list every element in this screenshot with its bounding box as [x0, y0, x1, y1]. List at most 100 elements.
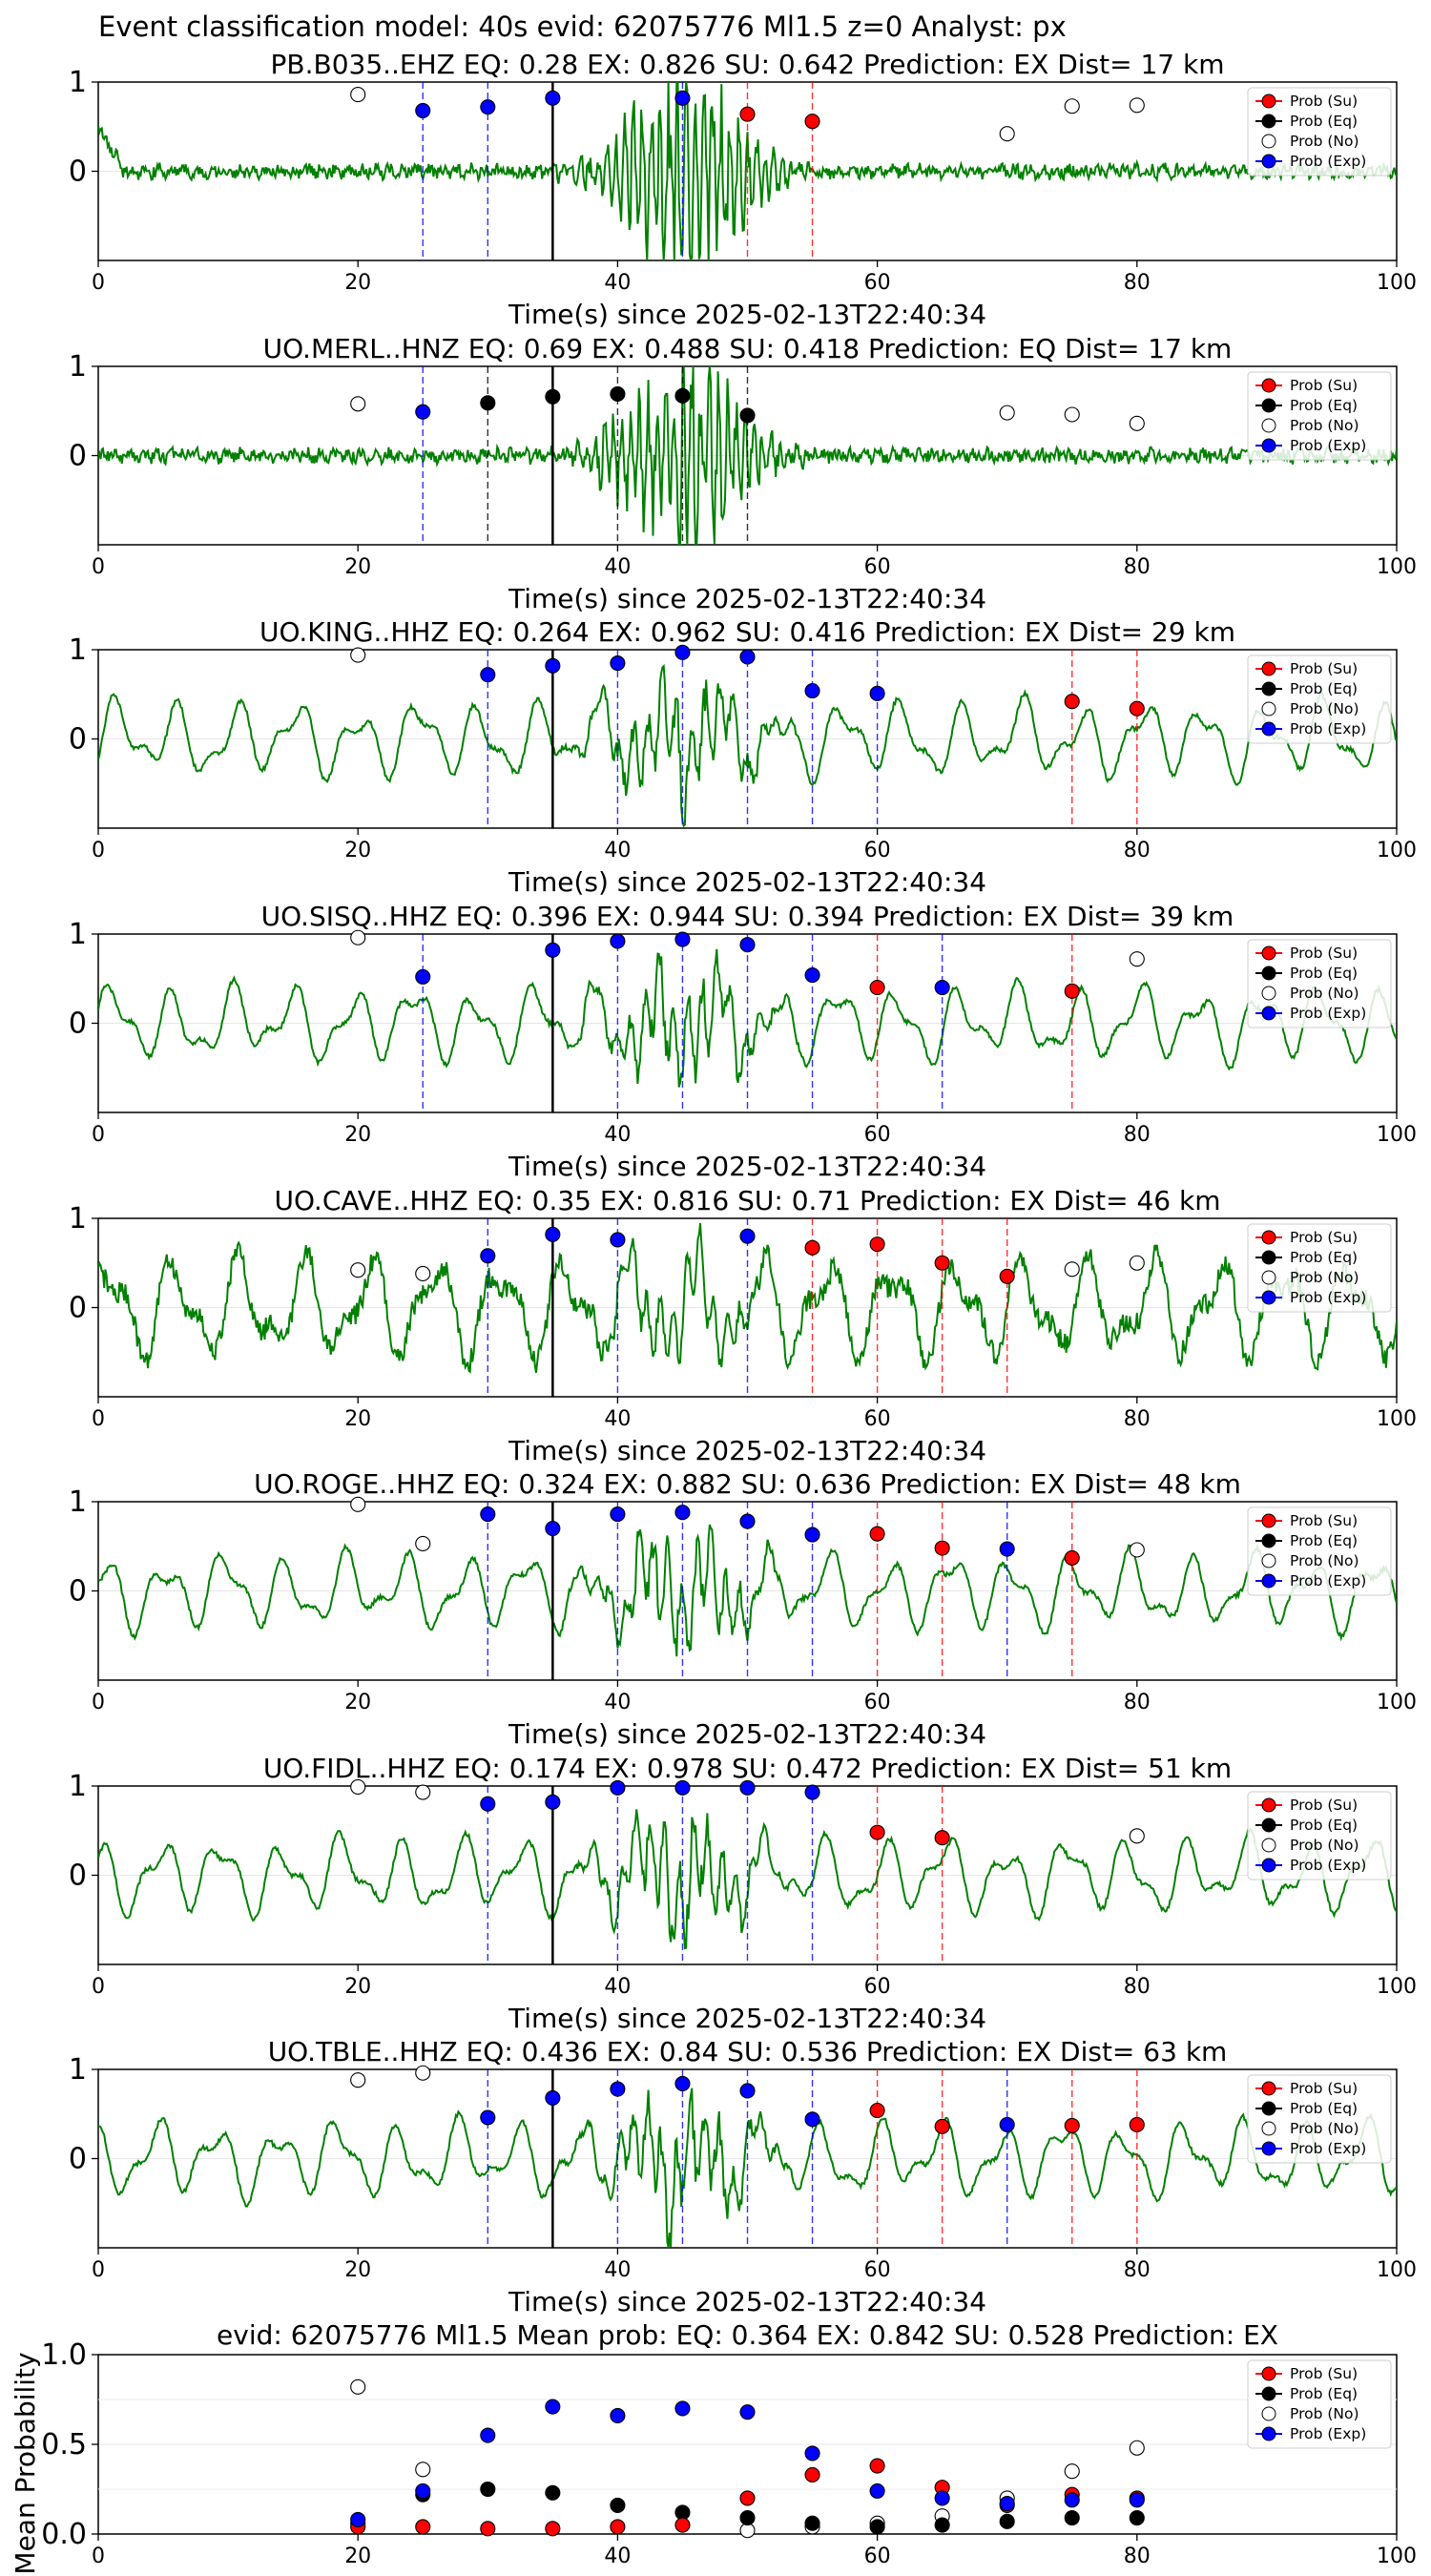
- legend-marker-no: [1261, 1838, 1276, 1853]
- prob-point-su: [1064, 2117, 1080, 2133]
- prob-point-no: [350, 1778, 366, 1795]
- panel-title: PB.B035..EHZ EQ: 0.28 EX: 0.826 SU: 0.64…: [270, 49, 1224, 80]
- legend-marker-no: [1261, 2406, 1276, 2421]
- prob-point-no: [350, 929, 366, 945]
- prob-point-su: [804, 1239, 820, 1256]
- mean-point-exp: [674, 2400, 691, 2417]
- legend-marker-eq: [1261, 966, 1276, 981]
- legend-label-eq: Prob (Eq): [1290, 1817, 1358, 1834]
- x-tick-label: 40: [604, 1975, 631, 1999]
- legend-label-su: Prob (Su): [1290, 2365, 1358, 2382]
- legend-label-exp: Prob (Exp): [1290, 1005, 1366, 1022]
- prob-point-exp: [480, 1796, 496, 1812]
- prob-point-exp: [804, 1527, 820, 1543]
- x-tick-label: 0: [92, 2545, 105, 2568]
- legend: Prob (Su) Prob (Eq) Prob (No) Prob (Exp): [1247, 1223, 1392, 1313]
- legend-marker-no: [1261, 1553, 1276, 1568]
- mean-point-exp: [350, 2511, 366, 2528]
- y-tick-label: 0: [69, 440, 87, 473]
- prob-point-su: [934, 1540, 950, 1556]
- x-tick-label: 100: [1377, 271, 1417, 295]
- mean-point-su: [739, 2490, 756, 2506]
- x-axis-label: Time(s) since 2025-02-13T22:40:34: [508, 1435, 986, 1466]
- prob-point-su: [934, 1830, 950, 1846]
- legend-marker-no: [1261, 701, 1276, 717]
- x-tick-label: 40: [604, 1123, 631, 1147]
- legend-marker-su: [1261, 1513, 1276, 1528]
- x-tick-label: 80: [1124, 555, 1151, 579]
- legend-marker-exp: [1261, 1858, 1276, 1873]
- mean-point-eq: [999, 2513, 1015, 2529]
- mean-point-eq: [545, 2484, 561, 2501]
- prob-point-su: [1064, 983, 1080, 999]
- legend-marker-exp: [1261, 1006, 1276, 1021]
- legend-marker-no: [1261, 2121, 1276, 2136]
- x-tick-label: 60: [864, 2545, 891, 2568]
- x-tick-label: 100: [1377, 1975, 1417, 1999]
- legend-label-eq: Prob (Eq): [1290, 397, 1358, 414]
- prob-point-su: [934, 2118, 950, 2134]
- legend: Prob (Su) Prob (Eq) Prob (No) Prob (Exp): [1247, 2359, 1392, 2449]
- x-tick-label: 40: [604, 271, 631, 295]
- x-tick-label: 40: [604, 1407, 631, 1431]
- legend-marker-no: [1261, 986, 1276, 1001]
- mean-point-eq: [739, 2510, 756, 2526]
- x-tick-label: 0: [92, 1407, 105, 1431]
- legend: Prob (Su) Prob (Eq) Prob (No) Prob (Exp): [1247, 2074, 1392, 2164]
- mean-point-eq: [869, 2519, 885, 2535]
- legend-label-exp: Prob (Exp): [1290, 2425, 1366, 2442]
- legend: Prob (Su) Prob (Eq) Prob (No) Prob (Exp): [1247, 654, 1392, 744]
- mean-point-exp: [804, 2445, 820, 2462]
- prob-point-su: [869, 1236, 885, 1253]
- prob-point-su: [804, 114, 820, 130]
- prob-point-exp: [999, 1541, 1015, 1557]
- figure-suptitle: Event classification model: 40s evid: 62…: [98, 10, 1067, 43]
- mean-point-no: [350, 2379, 366, 2395]
- legend-label-eq: Prob (Eq): [1290, 965, 1358, 982]
- legend-marker-eq: [1261, 2386, 1276, 2401]
- legend-marker-su: [1261, 2081, 1276, 2096]
- prob-point-exp: [545, 90, 561, 106]
- prob-point-exp: [545, 942, 561, 958]
- x-tick-label: 60: [864, 271, 891, 295]
- legend-marker-su: [1261, 1797, 1276, 1813]
- legend-marker-eq: [1261, 1533, 1276, 1548]
- legend-marker-eq: [1261, 398, 1276, 413]
- mean-point-su: [545, 2521, 561, 2537]
- legend-marker-su: [1261, 1230, 1276, 1245]
- legend-frame: [1247, 939, 1392, 1028]
- prob-point-exp: [869, 685, 885, 701]
- prob-point-exp: [674, 90, 691, 106]
- x-tick-label: 0: [92, 1975, 105, 1999]
- legend-label-eq: Prob (Eq): [1290, 680, 1358, 697]
- y-tick-label: 1: [69, 350, 87, 384]
- mean-point-eq: [934, 2517, 950, 2533]
- x-tick-label: 60: [864, 555, 891, 579]
- legend-marker-exp: [1261, 154, 1276, 169]
- prob-point-eq: [739, 407, 756, 424]
- legend: Prob (Su) Prob (Eq) Prob (No) Prob (Exp): [1247, 87, 1392, 177]
- legend-label-no: Prob (No): [1290, 1269, 1359, 1286]
- x-tick-label: 0: [92, 271, 105, 295]
- prob-point-no: [415, 1535, 431, 1551]
- prob-point-exp: [934, 980, 950, 996]
- legend-label-exp: Prob (Exp): [1290, 1289, 1366, 1306]
- prob-point-no: [350, 87, 366, 103]
- prob-point-no: [1129, 951, 1145, 967]
- x-tick-label: 40: [604, 1691, 631, 1714]
- x-tick-label: 0: [92, 2258, 105, 2282]
- station-panel-6: UO.FIDL..HHZ EQ: 0.174 EX: 0.978 SU: 0.4…: [69, 1753, 1417, 2034]
- mean-point-eq: [804, 2515, 820, 2531]
- station-panel-0: PB.B035..EHZ EQ: 0.28 EX: 0.826 SU: 0.64…: [69, 49, 1417, 330]
- prob-point-exp: [739, 937, 756, 953]
- prob-point-exp: [804, 1784, 820, 1800]
- x-tick-label: 100: [1377, 2258, 1417, 2282]
- y-tick-label: 0: [69, 156, 87, 189]
- mean-point-su: [610, 2519, 626, 2535]
- panel-title: UO.MERL..HNZ EQ: 0.69 EX: 0.488 SU: 0.41…: [263, 333, 1233, 364]
- panel-title: UO.CAVE..HHZ EQ: 0.35 EX: 0.816 SU: 0.71…: [275, 1185, 1221, 1216]
- legend-label-exp: Prob (Exp): [1290, 153, 1366, 170]
- x-tick-label: 80: [1124, 1123, 1151, 1147]
- y-tick-label: 0: [69, 2143, 87, 2176]
- prob-point-no: [1129, 1828, 1145, 1844]
